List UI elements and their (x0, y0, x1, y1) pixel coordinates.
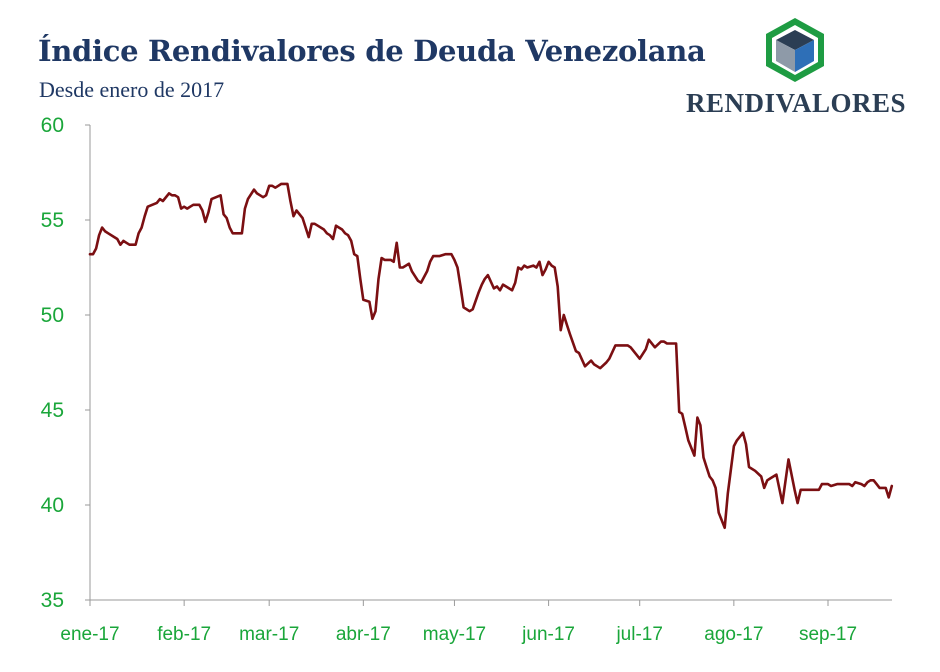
cube-hexagon-icon (766, 18, 824, 82)
x-tick-label: mar-17 (239, 624, 299, 645)
chart-series (88, 182, 894, 530)
x-tick-label: feb-17 (157, 624, 211, 645)
brand-logo-text: RENDIVALORES (686, 88, 907, 118)
x-tick-label: ene-17 (60, 624, 119, 645)
y-tick-label: 45 (41, 399, 64, 422)
x-tick-label: ago-17 (704, 624, 763, 645)
chart-subtitle: Desde enero de 2017 (39, 77, 225, 102)
y-tick-label: 55 (41, 209, 64, 232)
y-tick-label: 35 (41, 589, 64, 612)
chart-tick-labels: 35 40 45 50 55 60 ene-17 feb-17 mar-17 abr-17 may-… (41, 114, 857, 645)
x-tick-label: jul-17 (615, 624, 662, 645)
y-tick-label: 40 (41, 494, 64, 517)
x-tick-label: jun-17 (521, 624, 575, 645)
chart-title: Índice Rendivalores de Deuda Venezolana (38, 34, 706, 68)
x-tick-label: may-17 (423, 624, 486, 645)
series-line (88, 182, 894, 530)
y-tick-label: 60 (41, 114, 64, 137)
x-tick-label: sep-17 (799, 624, 857, 645)
y-tick-label: 50 (41, 304, 64, 327)
chart-axes (85, 124, 892, 606)
x-tick-label: abr-17 (336, 624, 391, 645)
